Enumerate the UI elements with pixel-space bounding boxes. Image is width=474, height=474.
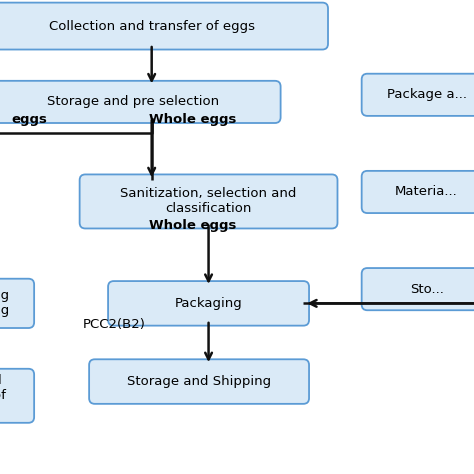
FancyBboxPatch shape (80, 174, 337, 228)
Text: Packaging: Packaging (175, 297, 242, 310)
FancyBboxPatch shape (0, 81, 281, 123)
FancyBboxPatch shape (108, 281, 309, 326)
FancyBboxPatch shape (0, 279, 34, 328)
Text: Storage and Shipping: Storage and Shipping (127, 375, 271, 388)
FancyBboxPatch shape (0, 3, 328, 50)
Text: ...eening
...kaging: ...eening ...kaging (0, 289, 10, 318)
FancyBboxPatch shape (0, 369, 34, 423)
Text: ... and
...ion of
...egg: ... and ...ion of ...egg (0, 374, 6, 417)
Text: Collection and transfer of eggs: Collection and transfer of eggs (49, 19, 255, 33)
Text: eggs: eggs (12, 113, 48, 126)
Text: PCC2(B2): PCC2(B2) (83, 318, 146, 331)
Text: Whole eggs: Whole eggs (149, 113, 237, 126)
FancyBboxPatch shape (89, 359, 309, 404)
Text: Materia...: Materia... (395, 185, 458, 199)
FancyBboxPatch shape (362, 171, 474, 213)
FancyBboxPatch shape (362, 74, 474, 116)
Text: Storage and pre selection: Storage and pre selection (46, 95, 219, 109)
FancyBboxPatch shape (362, 268, 474, 310)
Text: Package a...: Package a... (387, 88, 466, 101)
Text: Sto...: Sto... (410, 283, 444, 296)
Text: Whole eggs: Whole eggs (149, 219, 237, 232)
Text: Sanitization, selection and
classification: Sanitization, selection and classificati… (120, 187, 297, 216)
